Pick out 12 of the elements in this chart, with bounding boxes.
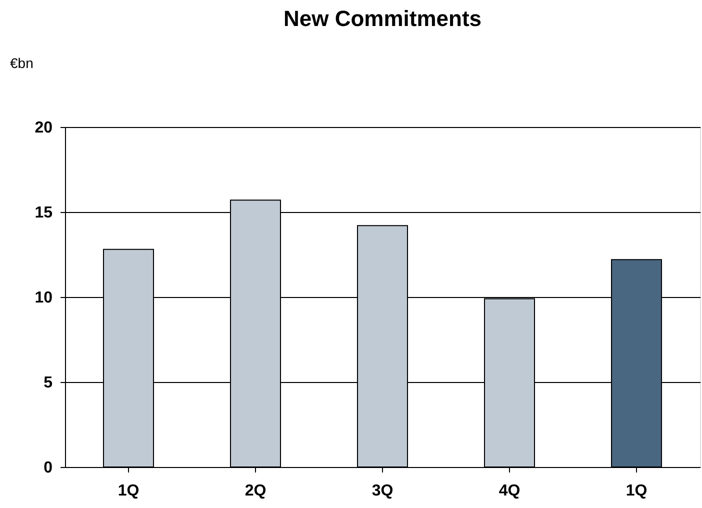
x-tick-label: 2Q bbox=[244, 482, 266, 500]
y-tick-label: 10 bbox=[34, 290, 53, 306]
y-tick-label: 20 bbox=[34, 120, 53, 136]
x-tick-label: 4Q bbox=[498, 482, 520, 500]
y-tick-label: 15 bbox=[34, 204, 53, 222]
chart-title: New Commitments bbox=[283, 6, 482, 31]
text: €bn bbox=[10, 55, 34, 71]
x-tick-label: 1Q bbox=[118, 482, 140, 500]
y-tick-label: 5 bbox=[44, 374, 53, 392]
y-tick-label: 0 bbox=[44, 460, 53, 476]
x-tick-label: 1Q bbox=[626, 482, 648, 500]
x-tick-label: 3Q bbox=[372, 482, 394, 500]
